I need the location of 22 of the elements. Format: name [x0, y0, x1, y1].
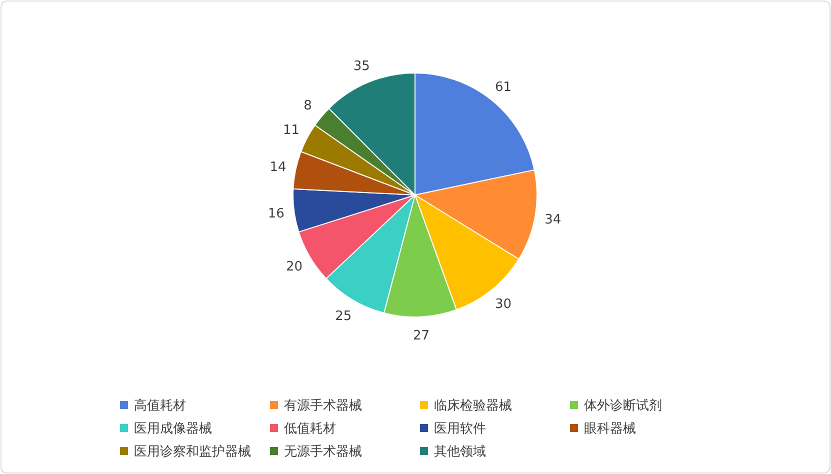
legend-label: 有源手术器械: [284, 398, 362, 414]
data-label: 16: [268, 206, 284, 222]
legend-label: 医用诊察和监护器械: [134, 444, 251, 460]
legend-label: 临床检验器械: [434, 398, 512, 414]
data-label: 11: [282, 123, 300, 138]
legend-label: 其他领域: [434, 444, 486, 460]
legend-label: 低值耗材: [284, 422, 336, 437]
legend-label: 体外诊断试剂: [584, 398, 662, 414]
data-label: 20: [286, 259, 303, 274]
data-label: 27: [412, 328, 430, 344]
data-label: 35: [353, 59, 370, 74]
legend-label: 医用成像器械: [134, 422, 212, 437]
legend-label: 无源手术器械: [284, 444, 362, 460]
data-label: 25: [335, 308, 352, 324]
legend-label: 高值耗材: [134, 398, 186, 414]
data-label: 14: [270, 160, 286, 175]
data-label: 8: [304, 98, 312, 114]
data-label: 30: [494, 297, 512, 312]
data-label: 34: [544, 212, 562, 228]
legend-label: 眼科器械: [584, 422, 636, 437]
data-label: 61: [494, 80, 512, 95]
legend-label: 医用软件: [434, 422, 486, 437]
